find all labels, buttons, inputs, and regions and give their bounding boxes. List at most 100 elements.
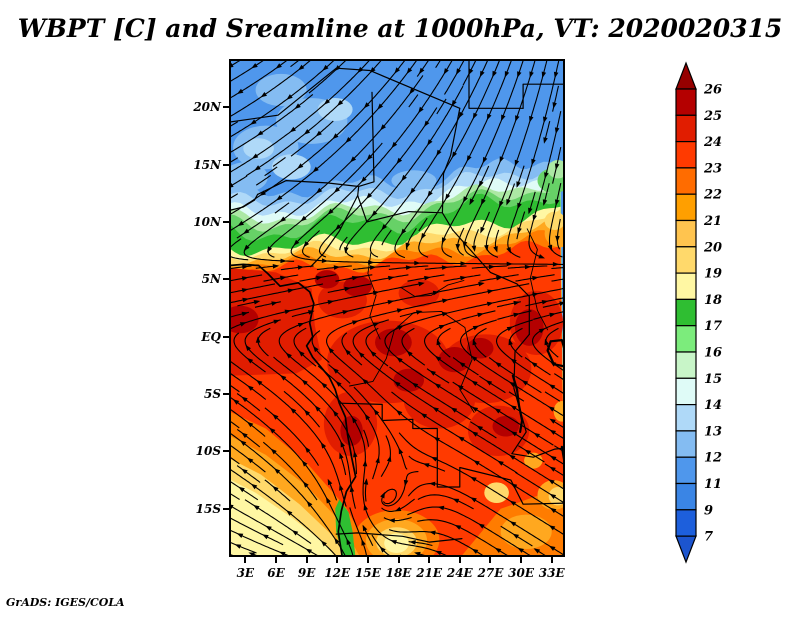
colorbar-segment (675, 456, 697, 485)
y-axis-tick (223, 450, 229, 453)
colorbar-tick-label: 16 (704, 346, 722, 361)
map-area (221, 53, 576, 570)
streamline-path (278, 283, 482, 562)
streamline-path (236, 220, 263, 239)
streamline-path (518, 445, 545, 463)
field-patch (548, 487, 568, 506)
streamline-path (364, 481, 367, 502)
x-axis-label: 33E (538, 566, 565, 580)
streamline-path (365, 327, 389, 367)
streamline-path (436, 98, 447, 115)
field-patch (544, 211, 565, 230)
streamline-path (470, 421, 497, 439)
colorbar-segment (675, 430, 697, 458)
y-axis-tick (223, 163, 229, 166)
x-axis-tick (274, 557, 277, 563)
streamline-path (236, 465, 261, 483)
colorbar-tick-label: 12 (704, 451, 722, 466)
y-axis-tick (223, 106, 229, 109)
x-axis-label: 6E (267, 566, 285, 580)
x-axis-tick (305, 557, 308, 563)
x-axis-label: 9E (297, 566, 316, 580)
streamline-path (384, 286, 571, 469)
streamline-path (274, 202, 290, 214)
streamline-path (224, 54, 341, 141)
streamline-path (236, 428, 261, 448)
streamline-path (544, 391, 561, 402)
colorbar-tick-label: 14 (704, 398, 722, 413)
river-line (367, 251, 381, 340)
colorbar-segment (675, 193, 697, 222)
x-axis-label: 12E (324, 566, 351, 580)
streamline-path (470, 183, 481, 203)
colorbar-tick-label: 20 (703, 240, 722, 255)
colorbar-tick-label: 9 (704, 503, 713, 518)
streamline-path (479, 165, 490, 185)
colorbar-segment (675, 482, 697, 511)
streamline-path (291, 311, 312, 318)
colorbar-tick-label: 19 (704, 267, 722, 282)
streamline-path (318, 107, 438, 258)
streamline-path (381, 229, 392, 246)
streamline-path (494, 229, 500, 250)
x-axis-label: 27E (477, 566, 504, 580)
streamline-path (273, 356, 358, 475)
streamline-path (399, 311, 420, 318)
x-axis-label: 21E (416, 566, 443, 580)
x-axis-tick (244, 557, 247, 563)
colorbar-segment (675, 404, 697, 432)
streamline-path (229, 517, 284, 546)
y-axis-label: 15S (195, 501, 221, 516)
streamline-path (224, 429, 347, 559)
y-axis-tick (223, 220, 229, 223)
field-patch (492, 415, 520, 437)
colorbar-segment (675, 88, 697, 116)
streamline-path (488, 357, 515, 376)
streamline-path (225, 54, 421, 234)
streamline-path (224, 465, 338, 558)
colorbar-tick-label: 24 (703, 135, 722, 150)
y-axis-tick (223, 278, 229, 281)
colorbar-segment (675, 325, 697, 353)
streamline-path (345, 85, 464, 258)
field-patch (255, 73, 307, 107)
map-canvas (221, 53, 576, 570)
colorbar-tick-label: 22 (703, 188, 722, 203)
streamline-path (224, 283, 422, 333)
streamline-path (394, 55, 502, 259)
streamline-path (243, 75, 424, 262)
x-axis-label: 18E (385, 566, 412, 580)
colorbar-tick-label: 21 (703, 214, 722, 229)
field-patch (243, 138, 274, 159)
streamline-path (245, 157, 274, 177)
country-border (511, 333, 530, 455)
streamline-path (544, 120, 551, 141)
colorbar-tick-label: 15 (704, 372, 722, 387)
colorbar-tick-label: 17 (704, 319, 722, 334)
colorbar-tick-label: 18 (704, 293, 722, 308)
streamline-path (459, 319, 569, 420)
colorbar-segment (675, 509, 697, 537)
colorbar-tick-label: 23 (703, 161, 722, 176)
streamline-path (237, 301, 257, 307)
streamline-path (556, 218, 561, 250)
streamline-path (481, 211, 491, 231)
streamline-path (408, 94, 419, 108)
colorbar-tick-label: 7 (704, 530, 713, 545)
streamline-path (418, 217, 428, 232)
streamline-path (349, 507, 368, 562)
colorbar: 26 25 24 23 22 21 20 19 18 17 16 15 14 13 12 11 9 7 (675, 61, 722, 564)
country-border (436, 466, 566, 505)
colorbar-top-arrow (675, 61, 697, 90)
streamline-path (290, 120, 334, 157)
field-patch (271, 154, 311, 180)
streamline-path (524, 357, 551, 376)
x-axis-tick (428, 557, 431, 563)
streamline-path (272, 55, 386, 159)
x-axis-tick (366, 557, 369, 563)
colorbar-segment (675, 167, 697, 195)
colorbar-tick-label: 25 (703, 109, 722, 124)
x-axis-label: 30E (508, 566, 534, 580)
river-line (400, 280, 465, 297)
